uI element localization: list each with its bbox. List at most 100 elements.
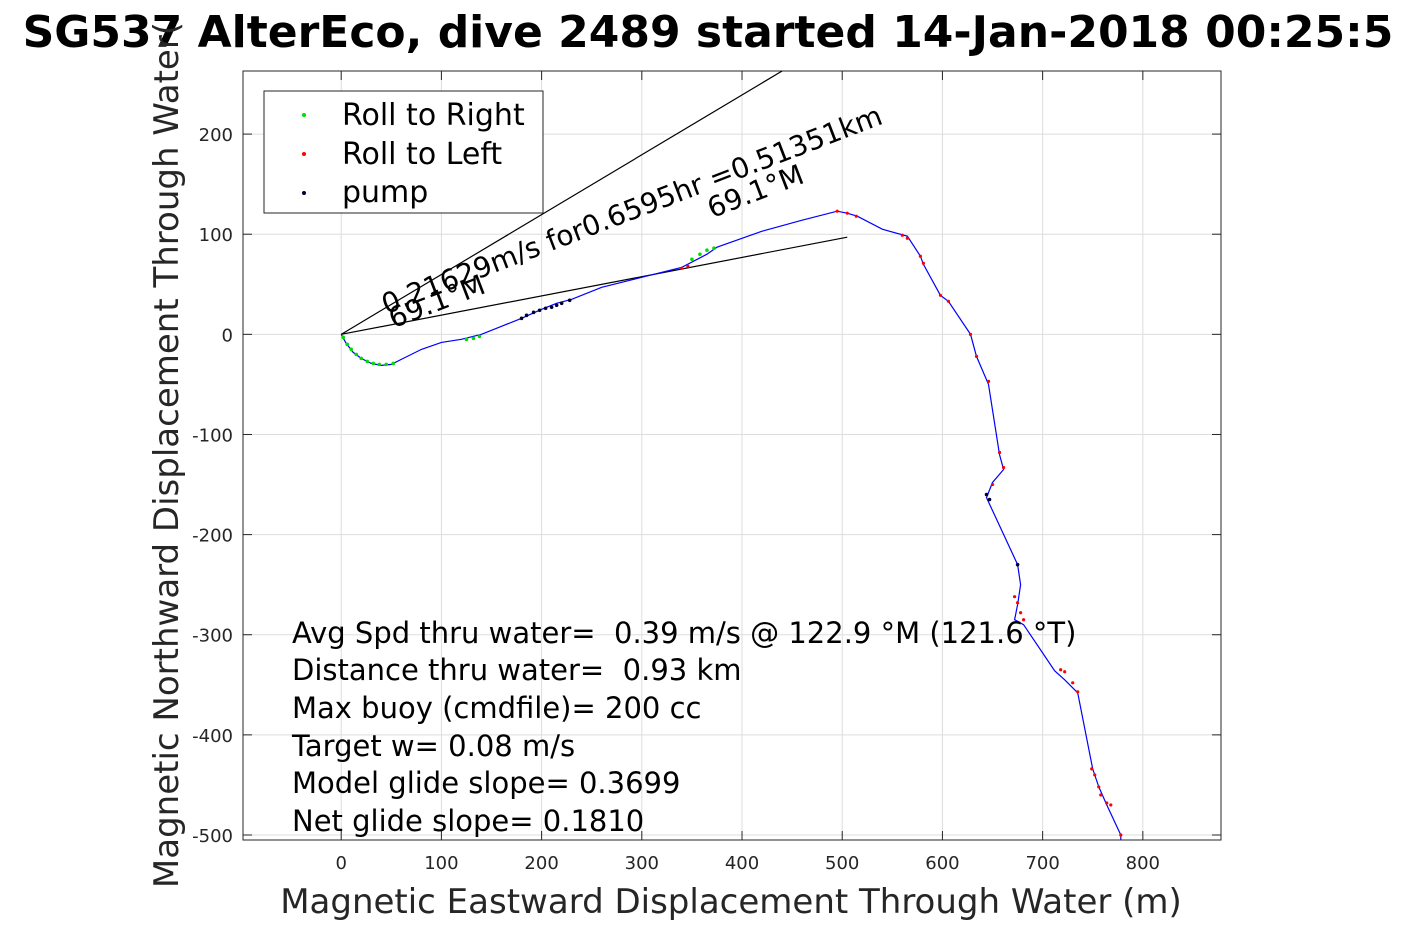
legend-marker-roll-left [302,152,306,156]
pump-marker [554,303,559,308]
roll-right-marker [477,334,482,339]
roll-left-marker [900,233,904,237]
roll-left-marker [1093,773,1097,777]
roll-left-marker [1063,670,1067,674]
pump-marker [537,308,542,313]
roll-left-marker [1018,611,1023,615]
roll-left-marker [680,266,684,270]
roll-left-marker [1071,681,1075,685]
roll-left-marker [905,236,909,240]
y-tick-label: -500 [192,826,233,847]
pump-marker [519,316,524,321]
y-tick-label: -400 [192,726,233,747]
roll-left-marker [1097,785,1101,789]
roll-left-marker [845,211,849,215]
x-tick-label: 500 [825,853,859,874]
roll-left-marker [990,482,995,487]
y-tick-label: -100 [192,425,233,446]
roll-right-marker [377,362,382,367]
roll-left-marker [968,332,973,336]
heading-reference-line [341,236,848,335]
stat-avg-speed: Avg Spd thru water= 0.39 m/s @ 122.9 °M … [292,616,1076,650]
legend-label-roll-left: Roll to Left [342,137,502,172]
x-axis-ticks: 0 100 200 300 400 500 600 700 800 [335,71,1160,874]
roll-right-marker [712,246,716,251]
pump-marker [524,313,529,318]
markers [341,209,1123,837]
heading-reference-line [340,70,783,335]
y-tick-label: 200 [199,125,233,146]
x-tick-label: 700 [1025,853,1059,874]
stats-block: Avg Spd thru water= 0.39 m/s @ 122.9 °M … [291,616,1076,838]
x-tick-label: 100 [424,853,458,874]
chart-title: SG537 AlterEco, dive 2489 started 14-Jan… [23,7,1394,58]
legend-label-roll-right: Roll to Right [342,98,525,133]
roll-right-marker [391,361,396,366]
pump-marker [984,492,989,497]
roll-left-marker [1076,690,1080,694]
roll-left-marker [1105,801,1109,805]
x-tick-label: 800 [1126,853,1160,874]
roll-left-marker [1001,465,1006,470]
pump-marker [531,310,536,315]
roll-left-marker [1012,595,1017,599]
stat-target-w: Target w= 0.08 m/s [291,729,575,763]
legend-label-pump: pump [342,175,428,210]
roll-left-marker [1090,767,1094,771]
y-tick-label: 100 [199,225,233,246]
roll-right-marker [341,335,346,340]
x-tick-label: 300 [625,853,659,874]
roll-left-marker [1109,803,1113,807]
roll-right-marker [354,352,359,357]
roll-left-marker [921,261,925,265]
pump-marker [1015,562,1020,567]
stat-model-glide: Model glide slope= 0.3699 [292,766,680,800]
roll-right-marker [690,257,694,262]
legend-marker-roll-right [302,113,306,117]
legend-box [263,90,544,214]
roll-left-marker [918,254,922,258]
roll-left-marker [1099,793,1103,797]
plot-area-frame [242,70,1222,841]
roll-left-marker [974,354,979,358]
y-tick-label: -300 [192,626,233,647]
reference-lines [340,70,848,335]
y-axis-ticks: 200 100 0 -100 -200 -300 -400 -500 [192,125,1221,847]
roll-right-marker [698,252,702,257]
stat-distance: Distance thru water= 0.93 km [292,653,742,687]
pump-marker [987,497,992,502]
stat-max-buoy: Max buoy (cmdfile)= 200 cc [292,691,701,725]
y-tick-label: 0 [222,325,233,346]
roll-right-marker [345,342,350,347]
roll-left-marker [986,379,991,384]
pump-marker [559,301,564,306]
roll-left-marker [1015,601,1020,605]
roll-right-marker [359,356,364,361]
stat-net-glide: Net glide slope= 0.1810 [292,804,644,838]
roll-left-marker [1059,668,1063,672]
roll-right-marker [384,362,389,367]
y-tick-label: -200 [192,526,233,547]
x-tick-label: 0 [335,853,346,874]
roll-left-marker [946,299,951,303]
y-axis-label: Magnetic Northward Displacement Through … [147,22,187,888]
pump-marker [543,306,548,311]
x-tick-label: 400 [725,853,759,874]
pump-marker [567,298,572,303]
pump-marker [549,305,554,310]
roll-right-marker [705,248,709,253]
roll-right-marker [371,361,376,366]
legend: Roll to Right Roll to Left pump [263,90,544,214]
x-tick-label: 600 [925,853,959,874]
roll-left-marker [997,450,1002,455]
roll-left-marker [1119,833,1123,837]
roll-right-marker [471,336,476,341]
roll-left-marker [1021,618,1026,622]
x-axis-label: Magnetic Eastward Displacement Through W… [280,882,1182,922]
roll-left-marker [854,214,858,218]
x-tick-label: 200 [524,853,558,874]
roll-left-marker [835,209,839,213]
grid-lines [243,71,1221,840]
roll-left-marker [938,293,943,297]
